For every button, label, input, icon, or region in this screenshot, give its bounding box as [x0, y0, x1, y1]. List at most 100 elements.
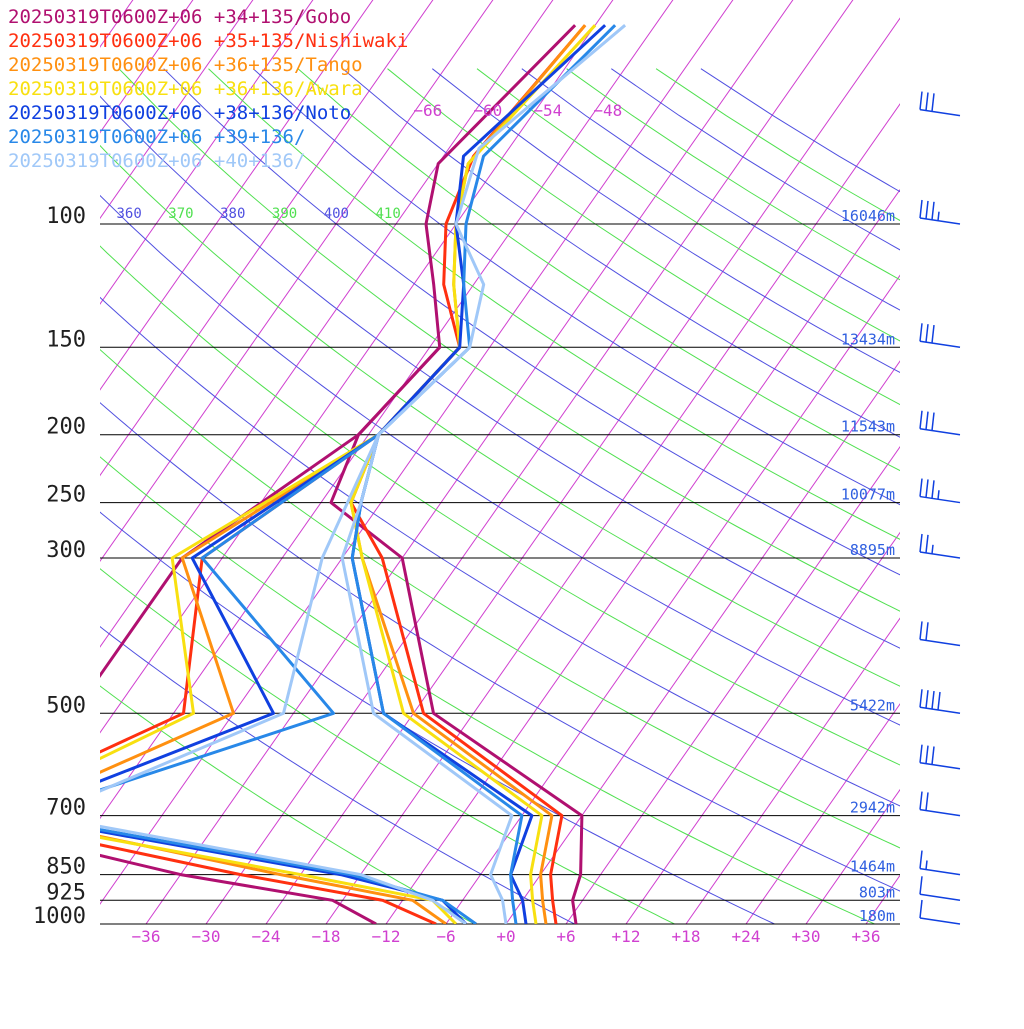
isotherm-line — [566, 0, 1024, 924]
wind-barb-feather — [920, 851, 922, 869]
wind-barb-half-feather — [938, 490, 939, 499]
pressure-label: 700 — [46, 796, 86, 821]
height-label: 11543m — [841, 418, 895, 436]
wind-barb-staff — [920, 918, 960, 924]
upper-temp-label: −48 — [593, 101, 622, 120]
dry-adiabat-line — [298, 69, 1024, 924]
wind-barb-feather — [932, 413, 934, 431]
wind-barb-feather — [932, 480, 934, 498]
x-tick-label: −18 — [312, 927, 341, 946]
dry-adiabat-line — [567, 69, 1024, 924]
wind-barb-feather — [926, 622, 928, 640]
wind-barb-feather — [932, 202, 934, 220]
wind-barb-feather — [926, 412, 928, 430]
wind-barb-feather — [920, 534, 922, 552]
wind-barb-staff — [920, 707, 960, 713]
isotherm-line — [746, 0, 1024, 924]
theta-label: 370 — [168, 206, 193, 222]
x-tick-label: +30 — [792, 927, 821, 946]
pressure-label: 300 — [46, 538, 86, 563]
dry-adiabat-line — [522, 69, 1024, 924]
wind-barb-half-feather — [932, 545, 933, 554]
theta-label: 410 — [375, 206, 400, 222]
wind-barb-feather — [938, 692, 940, 710]
height-label: 5422m — [850, 696, 895, 714]
wind-barb-feather — [920, 745, 922, 763]
height-label: 2942m — [850, 799, 895, 817]
dry-adiabat-line — [253, 69, 1024, 924]
wind-barb — [920, 900, 960, 924]
wind-barb-feather — [926, 746, 928, 764]
wind-barb-feather — [920, 323, 922, 341]
wind-barb-feather — [920, 876, 922, 894]
height-label: 180m — [859, 907, 895, 925]
theta-label: 360 — [117, 206, 142, 222]
dry-adiabat-line — [0, 69, 875, 924]
height-label: 1464m — [850, 858, 895, 876]
wind-barb-half-feather — [938, 212, 939, 221]
legend-entry: 20250319T0600Z+06 +35+135/Nishiwaki — [8, 29, 408, 53]
x-tick-label: +36 — [852, 927, 881, 946]
legend-entry: 20250319T0600Z+06 +36+136/Awara — [8, 77, 408, 101]
wind-barb-feather — [932, 747, 934, 765]
upper-temp-label: −66 — [413, 101, 442, 120]
wind-barb — [920, 876, 960, 900]
wind-barb-feather — [920, 792, 922, 810]
legend-entry: 20250319T0600Z+06 +40+136/ — [8, 149, 408, 173]
wind-barb-feather — [920, 92, 922, 110]
pressure-label: 925 — [46, 880, 86, 905]
pressure-label: 500 — [46, 693, 86, 718]
x-tick-label: −6 — [436, 927, 455, 946]
isotherm-line — [926, 0, 1024, 924]
x-tick-label: +6 — [556, 927, 575, 946]
wind-barb-feather — [920, 479, 922, 497]
x-tick-label: +12 — [612, 927, 641, 946]
pressure-label: 200 — [46, 415, 86, 440]
wind-barb — [920, 323, 960, 347]
wind-barb-feather — [932, 93, 934, 111]
wind-barb — [920, 411, 960, 435]
height-label: 16046m — [841, 207, 895, 225]
height-label: 10077m — [841, 486, 895, 504]
pressure-label: 850 — [46, 855, 86, 880]
height-label: 803m — [859, 883, 895, 901]
wind-barb — [920, 689, 960, 713]
x-tick-label: −12 — [372, 927, 401, 946]
dry-adiabat-line — [432, 69, 1024, 924]
wind-barb — [920, 792, 960, 816]
pressure-label: 1000 — [33, 904, 86, 929]
wind-barb — [920, 92, 960, 116]
wind-barb-feather — [926, 92, 928, 110]
wind-barb — [920, 534, 960, 558]
isotherm-line — [506, 0, 1024, 924]
wind-barb-feather — [920, 900, 922, 918]
x-tick-label: −36 — [132, 927, 161, 946]
pressure-label: 250 — [46, 483, 86, 508]
wind-barb-feather — [926, 535, 928, 553]
wind-barb-staff — [920, 639, 960, 645]
pressure-label: 150 — [46, 327, 86, 352]
isotherm-line — [626, 0, 1024, 924]
wind-barb — [920, 479, 960, 503]
wind-barb-feather — [932, 325, 934, 343]
theta-label: 380 — [220, 206, 245, 222]
theta-label: 390 — [272, 206, 297, 222]
wind-barb — [920, 851, 960, 875]
isotherm-line — [446, 0, 1024, 924]
height-label: 13434m — [841, 330, 895, 348]
x-tick-label: +0 — [496, 927, 515, 946]
wind-barb-feather — [926, 690, 928, 708]
wind-barb-feather — [926, 479, 928, 497]
wind-barb-feather — [920, 621, 922, 639]
isotherm-line — [686, 0, 1024, 924]
x-tick-label: +24 — [732, 927, 761, 946]
pressure-label: 100 — [46, 204, 86, 229]
wind-barb — [920, 745, 960, 769]
legend-entry: 20250319T0600Z+06 +36+135/Tango — [8, 53, 408, 77]
wind-barb-feather — [920, 411, 922, 429]
wind-barb — [920, 200, 960, 224]
isotherm-line — [806, 0, 1024, 924]
legend-entry: 20250319T0600Z+06 +39+136/ — [8, 125, 408, 149]
wind-barb-feather — [926, 324, 928, 342]
